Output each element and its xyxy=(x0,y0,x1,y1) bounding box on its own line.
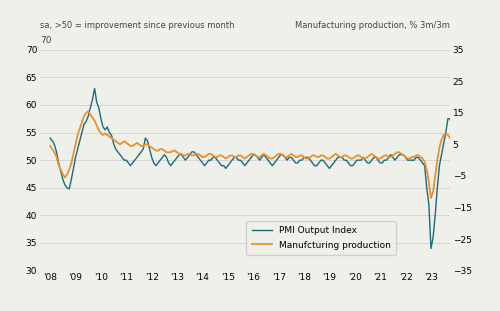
PMI Output Index xyxy=(94,100,100,104)
Manufcturing production xyxy=(94,123,100,127)
Manufcturing production xyxy=(318,154,324,157)
Manufcturing production xyxy=(242,157,248,160)
Text: Manufacturing production, % 3m/3m: Manufacturing production, % 3m/3m xyxy=(295,21,450,30)
PMI Output Index xyxy=(449,125,455,129)
Manufcturing production xyxy=(47,144,53,148)
PMI Output Index xyxy=(416,156,422,159)
Manufcturing production xyxy=(250,152,256,156)
Manufcturing production xyxy=(428,196,434,200)
PMI Output Index xyxy=(250,153,256,156)
Manufcturing production xyxy=(85,109,91,113)
PMI Output Index xyxy=(47,136,53,140)
PMI Output Index xyxy=(92,86,98,90)
Manufcturing production xyxy=(416,154,422,157)
PMI Output Index xyxy=(428,247,434,250)
Line: Manufcturing production: Manufcturing production xyxy=(50,111,500,198)
Text: 70: 70 xyxy=(40,36,52,45)
PMI Output Index xyxy=(318,158,324,162)
Text: sa, >50 = improvement since previous month: sa, >50 = improvement since previous mon… xyxy=(40,21,234,30)
Line: PMI Output Index: PMI Output Index xyxy=(50,88,500,248)
Manufcturing production xyxy=(449,138,455,142)
PMI Output Index xyxy=(242,164,248,168)
Legend: PMI Output Index, Manufcturing production: PMI Output Index, Manufcturing productio… xyxy=(246,221,396,255)
